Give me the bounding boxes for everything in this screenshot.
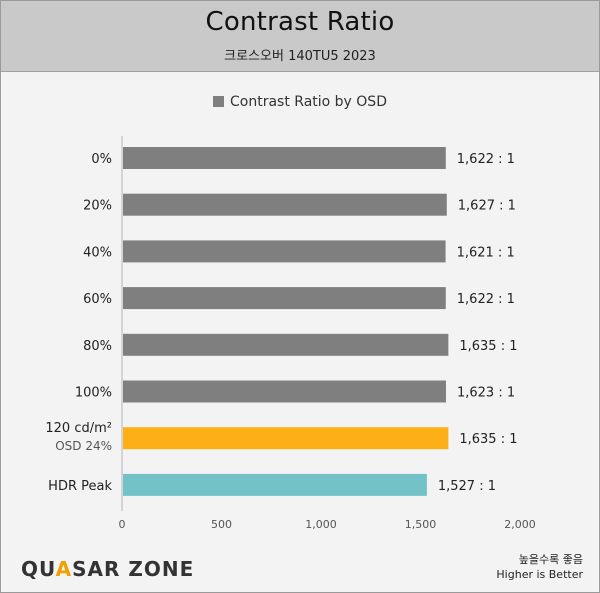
bar	[123, 380, 446, 403]
category-label: HDR Peak	[48, 479, 112, 494]
category-label: 80%	[83, 339, 112, 354]
quasarzone-logo: QUASAR ZONE	[21, 557, 195, 581]
category-label: 100%	[75, 386, 112, 401]
category-label: 20%	[83, 199, 112, 214]
category-label: 40%	[83, 245, 112, 260]
chart-header: Contrast Ratio 크로스오버 140TU5 2023	[1, 1, 599, 72]
data-label: 1,622 : 1	[457, 292, 515, 307]
category-label: 120 cd/m²	[45, 421, 112, 436]
data-label: 1,621 : 1	[457, 245, 515, 260]
bar	[123, 333, 449, 356]
x-tick-label: 1,500	[405, 518, 437, 531]
x-tick-label: 500	[211, 518, 232, 531]
legend: Contrast Ratio by OSD	[1, 94, 599, 110]
data-label: 1,635 : 1	[459, 432, 517, 447]
x-tick-label: 0	[119, 518, 126, 531]
x-tick-label: 1,000	[305, 518, 337, 531]
note-korean: 높을수록 좋음	[518, 553, 583, 566]
data-label: 1,627 : 1	[458, 199, 516, 214]
bar	[123, 193, 447, 216]
category-label: 0%	[91, 152, 112, 167]
bar	[123, 287, 446, 310]
chart-subtitle: 크로스오버 140TU5 2023	[224, 49, 376, 64]
bar	[123, 147, 446, 169]
chart-title: Contrast Ratio	[205, 7, 395, 37]
higher-is-better-note: 높을수록 좋음 Higher is Better	[496, 552, 583, 582]
data-label: 1,635 : 1	[459, 339, 517, 354]
category-label: 60%	[83, 292, 112, 307]
data-label: 1,623 : 1	[457, 386, 515, 401]
data-label: 1,527 : 1	[438, 479, 496, 494]
legend-swatch	[213, 96, 224, 107]
bar	[123, 473, 427, 496]
data-label: 1,622 : 1	[457, 152, 515, 167]
legend-label: Contrast Ratio by OSD	[230, 94, 387, 110]
bar	[123, 240, 446, 263]
bar	[123, 427, 449, 450]
category-sublabel: OSD 24%	[55, 439, 112, 453]
note-english: Higher is Better	[496, 568, 583, 581]
x-tick-label: 2,000	[504, 518, 536, 531]
